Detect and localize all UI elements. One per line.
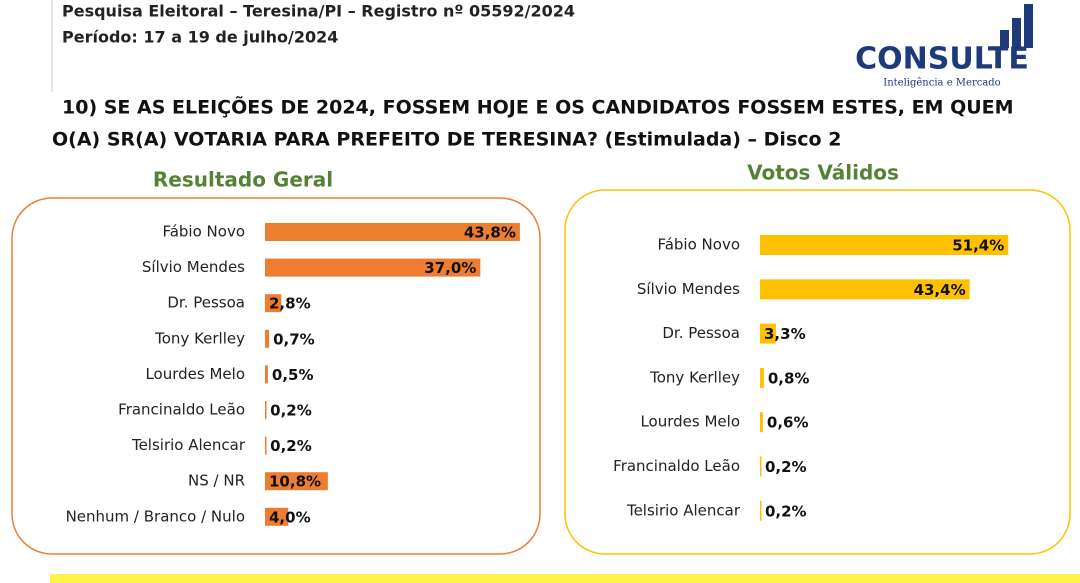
category-label: Nenhum / Branco / Nulo	[66, 507, 245, 525]
category-label: Tony Kerlley	[649, 368, 740, 386]
bar	[760, 412, 763, 433]
category-label: Francinaldo Leão	[613, 457, 740, 475]
category-label: Lourdes Melo	[640, 413, 740, 431]
category-label: Telsirio Alencar	[626, 501, 741, 519]
panel	[564, 189, 1071, 555]
question: O(A) SR(A) VOTARIA PARA PREFEITO DE TERE…	[52, 129, 841, 151]
bar	[760, 323, 776, 344]
bar	[265, 294, 282, 313]
value-label: 4,0%	[269, 508, 311, 526]
value-label: 0,2%	[270, 402, 312, 420]
value-label: 43,8%	[464, 224, 516, 242]
panel	[11, 197, 541, 555]
value-label: 51,4%	[952, 237, 1004, 255]
bar	[760, 500, 762, 521]
category-label: Telsirio Alencar	[131, 436, 246, 454]
logo: CONSULTE Inteligência e Mercado	[855, 4, 1033, 89]
logo-bar	[1000, 30, 1009, 48]
value-label: 2,8%	[269, 295, 311, 313]
bar	[265, 329, 270, 348]
logo-bar	[1012, 18, 1021, 48]
value-label: 0,5%	[272, 366, 314, 384]
bar	[760, 367, 764, 388]
category-label: Francinaldo Leão	[118, 401, 245, 419]
bar	[760, 235, 1009, 255]
value-label: 0,6%	[767, 414, 809, 432]
value-label: 0,8%	[768, 369, 810, 387]
category-label: Sílvio Mendes	[637, 280, 740, 298]
bar	[265, 507, 289, 526]
value-label: 0,2%	[765, 458, 807, 476]
bar	[265, 472, 328, 491]
logo-tagline: Inteligência e Mercado	[883, 78, 1000, 89]
chart-title: Votos Válidos	[747, 161, 899, 185]
category-label: Tony Kerlley	[154, 329, 245, 347]
header-line: Pesquisa Eleitoral – Teresina/PI – Regis…	[62, 2, 575, 21]
category-label: Fábio Novo	[657, 236, 740, 254]
value-label: 37,0%	[424, 259, 476, 277]
value-label: 3,3%	[764, 325, 806, 343]
category-label: Dr. Pessoa	[662, 324, 740, 342]
bar	[265, 223, 520, 241]
bar	[265, 365, 268, 384]
category-label: Sílvio Mendes	[142, 258, 245, 276]
category-label: NS / NR	[188, 472, 245, 490]
question: 10) SE AS ELEIÇÕES DE 2024, FOSSEM HOJE …	[62, 95, 1014, 119]
category-label: Dr. Pessoa	[167, 294, 245, 312]
value-label: 10,8%	[269, 473, 321, 491]
bar	[265, 401, 267, 419]
bar	[265, 436, 267, 455]
bar	[265, 258, 481, 277]
footer-strip	[50, 574, 1080, 583]
logo-text: CONSULTE	[855, 42, 1029, 77]
value-label: 0,7%	[273, 330, 315, 348]
value-label: 0,2%	[270, 437, 312, 455]
bar	[760, 456, 762, 477]
value-label: 43,4%	[914, 281, 966, 299]
value-label: 0,2%	[765, 502, 807, 520]
category-label: Lourdes Melo	[145, 365, 245, 383]
chart-title: Resultado Geral	[153, 168, 333, 192]
header-line: Período: 17 a 19 de julho/2024	[62, 28, 338, 47]
bar	[760, 279, 970, 300]
category-label: Fábio Novo	[162, 223, 245, 241]
logo-bar	[1024, 4, 1033, 48]
